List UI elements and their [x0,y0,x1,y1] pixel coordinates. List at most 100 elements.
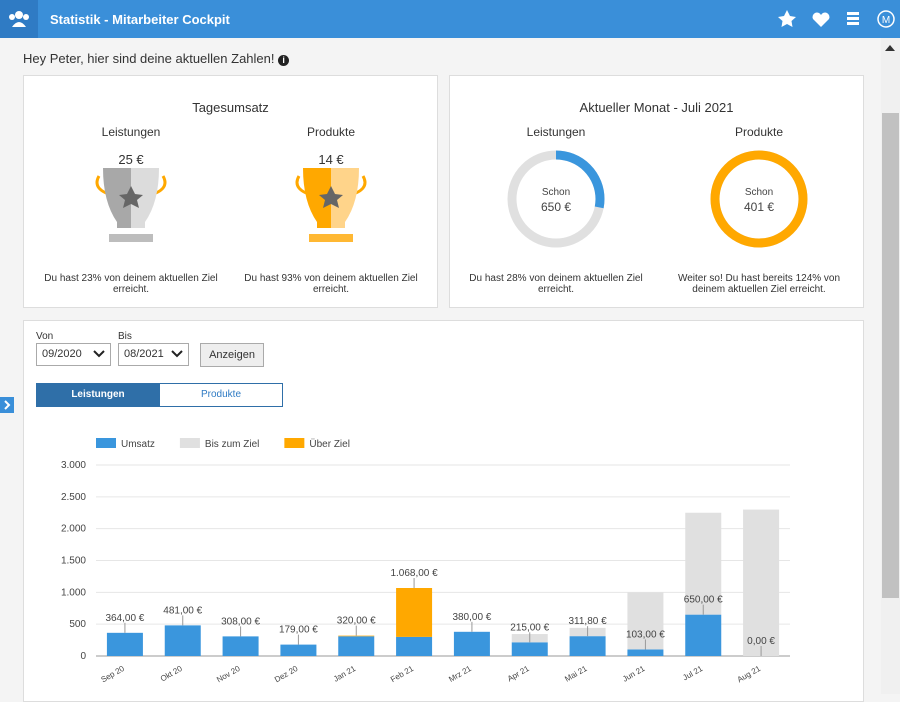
scroll-thumb[interactable] [882,113,899,598]
bar [511,642,548,656]
avatar-letter: M [882,15,890,26]
legend-swatch [179,438,200,448]
annotation: 364,00 € [105,613,144,624]
x-tick-label: Apr 21 [506,664,531,684]
avatar[interactable] [877,10,895,28]
x-tick-label: Mai 21 [563,664,589,684]
legend-label: Über Ziel [309,438,350,450]
annotation: 1.068,00 € [390,568,438,579]
chart: 0 500 1.000 1.500 2.000 2.500 3.000 Umsatz Bis z… [61,438,790,685]
bar [338,636,375,656]
side-toggle[interactable] [0,397,14,413]
bar [685,614,722,656]
x-tick-label: Sep 20 [99,664,126,685]
header-icons: M [778,10,895,28]
legend-label: Bis zum Ziel [205,439,259,450]
annotation: 103,00 € [626,629,665,640]
item-amount: 14 € [318,152,344,167]
x-tick-label: Mrz 21 [447,664,473,684]
item-text: Weiter so! Du hast bereits 124% von dein… [677,273,841,295]
item-amount: 25 € [118,152,144,167]
donut-arc [507,150,605,248]
y-tick-label: 2.000 [61,524,86,535]
x-tick-label: Feb 21 [389,664,416,685]
annotation: 308,00 € [221,616,260,627]
to-label: Bis [118,331,132,342]
chevron [171,350,183,358]
y-tick-label: 3.000 [61,460,86,471]
scrollbar[interactable] [881,38,900,694]
x-tick-label: Okt 20 [159,664,184,684]
card-title: Tagesumsatz [192,100,269,115]
x-tick-label: Jun 21 [621,664,647,684]
bar [685,512,722,615]
donut-caption: Schon [542,187,570,198]
donut-amount: 401 € [744,200,774,214]
tab-active[interactable]: Leistungen [36,383,160,407]
item-label: Leistungen [101,125,161,139]
bar [743,509,780,656]
to-value: 08/2021 [124,348,164,360]
x-tick-label: Dez 20 [273,664,300,685]
chart-card: Von Bis 09/2020 08/2021 Anzeigen Leistun… [23,320,864,702]
legend-swatch [284,438,305,448]
header: Statistik - Mitarbeiter Cockpit M [0,0,900,38]
monthly-card: Aktueller Monat - Juli 2021 Leistungen Sc… [449,75,864,308]
from-label: Von [36,331,54,342]
donut: Schon 401 € [710,150,808,248]
donut: Schon 650 € [507,150,605,248]
list-icon[interactable] [847,12,859,25]
bar [396,588,433,637]
greeting-text: Hey Peter, hier sind deine aktuellen Zah… [23,51,275,66]
info-icon[interactable]: i [278,55,290,66]
bar [338,635,375,637]
annotation: 215,00 € [510,622,549,633]
annotation: 311,80 € [568,616,607,627]
bar [627,649,664,656]
scroll-up[interactable] [885,44,895,52]
legend-swatch [96,438,116,448]
legend-label: Umsatz [121,439,155,450]
item-text: Du hast 93% von deinem aktuellen Ziel er… [244,273,418,295]
trophy [295,168,367,242]
item-label: Leistungen [526,125,586,139]
annotation: 0,00 € [747,636,775,647]
health-icon[interactable] [812,12,830,27]
x-tick-label: Jan 21 [332,664,358,684]
bar [106,632,143,656]
tab[interactable]: Produkte [159,383,283,407]
card-title: Aktueller Monat - Juli 2021 [579,100,734,115]
bar [396,636,433,656]
star-icon[interactable] [778,10,796,27]
bar [280,644,317,656]
item-text: Du hast 28% von deinem aktuellen Ziel er… [469,273,643,295]
group-icon [9,11,29,27]
apply-button[interactable]: Anzeigen [200,343,264,367]
donut-arc [710,150,808,248]
bar [164,625,201,656]
from-value: 09/2020 [42,348,82,360]
daily-card: Tagesumsatz Leistungen Produkte 25 € 14 … [23,75,438,308]
item-label: Produkte [734,125,784,139]
donut-caption: Schon [745,187,773,198]
y-tick-label: 2.500 [61,492,86,503]
y-tick-label: 1.500 [61,556,86,567]
x-tick-label: Aug 21 [736,664,763,685]
bar [569,636,606,656]
donut-amount: 650 € [541,200,571,214]
chevron [93,350,105,358]
y-tick-label: 0 [80,651,86,662]
trophy [95,168,167,242]
to-select[interactable]: 08/2021 [118,343,189,366]
annotation: 179,00 € [279,625,318,636]
greeting: Hey Peter, hier sind deine aktuellen Zah… [23,51,290,66]
bar [222,636,259,656]
annotation: 650,00 € [684,595,723,606]
from-select[interactable]: 09/2020 [36,343,111,366]
item-label: Produkte [306,125,356,139]
annotation: 481,00 € [163,605,202,616]
menu-icon[interactable] [0,0,38,38]
annotation: 320,00 € [337,616,376,627]
x-tick-label: Jul 21 [681,664,704,683]
